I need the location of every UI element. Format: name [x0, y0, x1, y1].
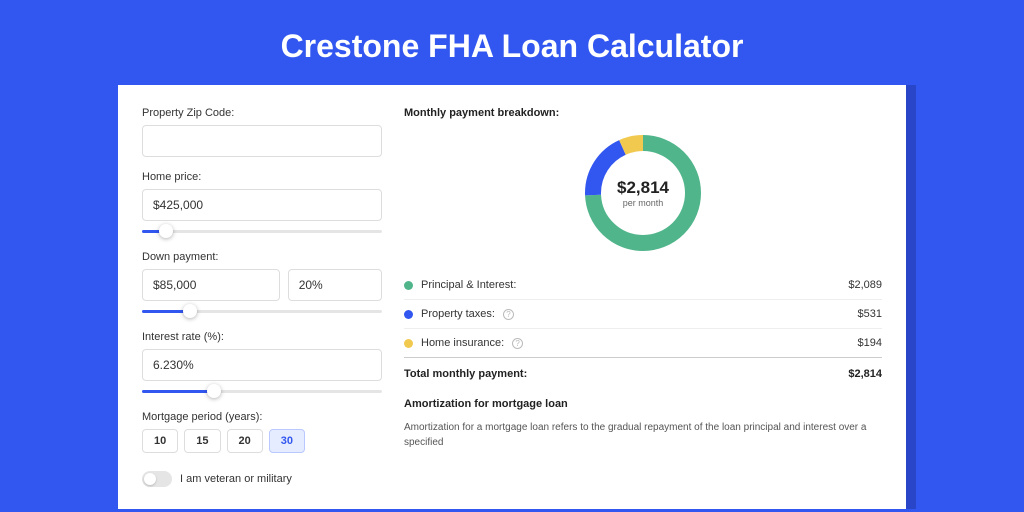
home-price-label: Home price: — [142, 171, 382, 183]
veteran-toggle[interactable] — [142, 471, 172, 487]
interest-input[interactable] — [142, 349, 382, 381]
legend-value: $2,089 — [848, 279, 882, 291]
home-price-slider[interactable] — [142, 225, 382, 239]
interest-slider[interactable] — [142, 385, 382, 399]
legend-dot — [404, 281, 413, 290]
info-icon[interactable]: ? — [503, 309, 514, 320]
donut-chart: $2,814 per month — [404, 129, 882, 271]
mortgage-period-options: 1015 2030 — [142, 429, 382, 453]
calculator-card: Property Zip Code: Home price: Down paym… — [118, 85, 906, 509]
donut-sub: per month — [623, 198, 664, 208]
down-payment-input[interactable] — [142, 269, 280, 301]
legend-label: Property taxes: — [421, 308, 495, 320]
breakdown-column: Monthly payment breakdown: $2,814 per mo… — [404, 107, 882, 487]
zip-label: Property Zip Code: — [142, 107, 382, 119]
legend-label: Home insurance: — [421, 337, 504, 349]
mortgage-period-option-10[interactable]: 10 — [142, 429, 178, 453]
zip-input[interactable] — [142, 125, 382, 157]
legend-row: Home insurance: ? $194 — [404, 329, 882, 358]
info-icon[interactable]: ? — [512, 338, 523, 349]
mortgage-period-label: Mortgage period (years): — [142, 411, 382, 423]
home-price-input[interactable] — [142, 189, 382, 221]
veteran-label: I am veteran or military — [180, 473, 292, 485]
total-label: Total monthly payment: — [404, 368, 527, 380]
interest-label: Interest rate (%): — [142, 331, 382, 343]
inputs-column: Property Zip Code: Home price: Down paym… — [142, 107, 382, 487]
down-payment-pct-input[interactable] — [288, 269, 382, 301]
legend-value: $531 — [858, 308, 882, 320]
legend-value: $194 — [858, 337, 882, 349]
mortgage-period-option-30[interactable]: 30 — [269, 429, 305, 453]
mortgage-period-option-15[interactable]: 15 — [184, 429, 220, 453]
donut-amount: $2,814 — [617, 178, 669, 198]
total-value: $2,814 — [848, 368, 882, 380]
down-payment-slider[interactable] — [142, 305, 382, 319]
mortgage-period-option-20[interactable]: 20 — [227, 429, 263, 453]
down-payment-label: Down payment: — [142, 251, 382, 263]
amortization-text: Amortization for a mortgage loan refers … — [404, 420, 882, 450]
legend-row: Principal & Interest: $2,089 — [404, 271, 882, 300]
total-row: Total monthly payment: $2,814 — [404, 358, 882, 398]
legend-dot — [404, 310, 413, 319]
breakdown-heading: Monthly payment breakdown: — [404, 107, 882, 119]
legend-row: Property taxes: ? $531 — [404, 300, 882, 329]
legend-dot — [404, 339, 413, 348]
amortization-heading: Amortization for mortgage loan — [404, 398, 882, 410]
page-title: Crestone FHA Loan Calculator — [0, 0, 1024, 85]
legend-label: Principal & Interest: — [421, 279, 516, 291]
